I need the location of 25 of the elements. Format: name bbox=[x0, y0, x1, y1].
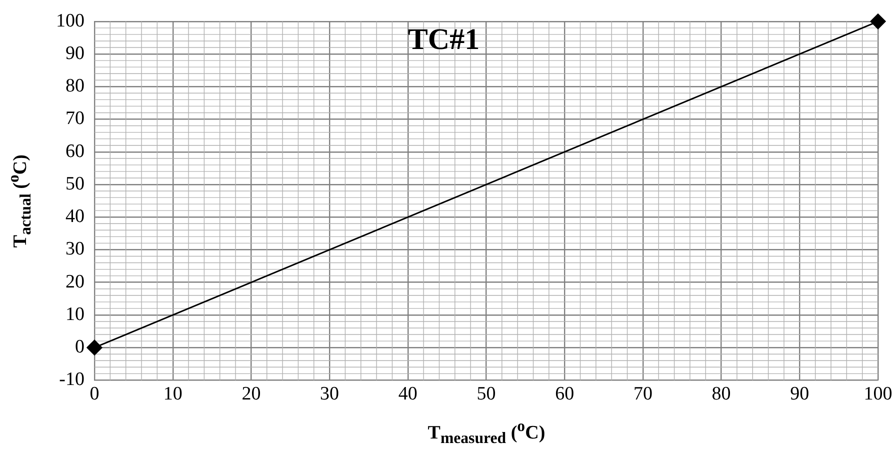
y-tick-label: 20 bbox=[66, 271, 84, 292]
y-tick-label: 90 bbox=[66, 43, 84, 64]
y-tick-label: 30 bbox=[66, 238, 84, 260]
chart-title: TC#1 bbox=[408, 23, 480, 58]
x-tick-label: 80 bbox=[712, 384, 731, 405]
y-tick-label: -10 bbox=[59, 369, 84, 390]
x-tick-label: 10 bbox=[163, 384, 182, 405]
x-axis-title: T$_{measured}$ ($^{o}$C) bbox=[428, 418, 546, 448]
x-tick-label: 20 bbox=[242, 384, 261, 405]
y-tick-label: 80 bbox=[66, 76, 84, 97]
y-tick-label: 50 bbox=[66, 173, 84, 194]
x-tick-label: 70 bbox=[633, 384, 652, 405]
x-tick-label: 50 bbox=[476, 384, 496, 405]
x-tick-label: 40 bbox=[398, 384, 418, 405]
y-tick-label: 40 bbox=[66, 206, 84, 228]
y-tick-label: 60 bbox=[66, 140, 84, 162]
x-tick-label: 30 bbox=[320, 384, 340, 405]
y-tick-label: 100 bbox=[56, 10, 84, 32]
y-tick-label: 0 bbox=[75, 336, 84, 358]
x-tick-label: 0 bbox=[90, 384, 100, 405]
x-tick-label: 90 bbox=[790, 384, 810, 405]
y-tick-label: 10 bbox=[66, 304, 84, 325]
x-tick-label: 100 bbox=[864, 384, 892, 405]
y-tick-label: 70 bbox=[66, 108, 84, 130]
x-tick-label: 60 bbox=[555, 384, 574, 405]
